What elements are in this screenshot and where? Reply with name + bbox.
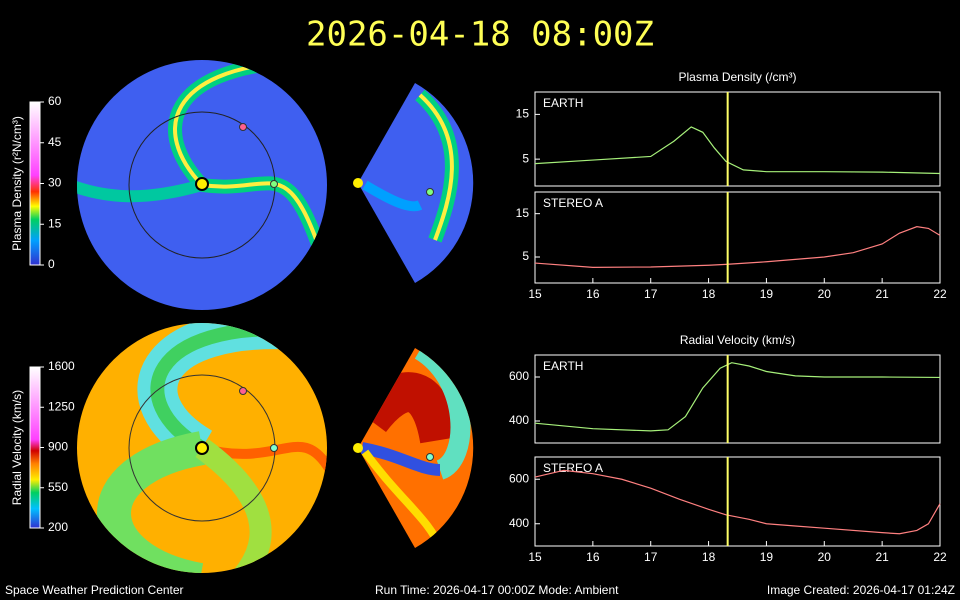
colorbar bbox=[29, 366, 41, 529]
chart-title: Radial Velocity (km/s) bbox=[680, 333, 795, 347]
plot-frame bbox=[534, 354, 941, 444]
velocity-wedge bbox=[358, 348, 474, 548]
legend-label: EARTH bbox=[543, 359, 583, 373]
y-tick-label: 15 bbox=[516, 107, 530, 121]
stereo-a-marker bbox=[239, 123, 247, 131]
sun bbox=[195, 441, 209, 455]
colorbar bbox=[29, 101, 41, 266]
x-tick-label: 21 bbox=[875, 287, 889, 301]
colorbar-tick-label: 0 bbox=[48, 257, 55, 271]
density-wedge bbox=[358, 83, 474, 283]
x-tick-label: 16 bbox=[586, 287, 600, 301]
colorbar-tick-label: 15 bbox=[48, 216, 62, 230]
x-tick-label: 18 bbox=[702, 550, 716, 564]
x-tick-label: 20 bbox=[818, 287, 832, 301]
x-tick-label: 19 bbox=[760, 550, 774, 564]
colorbar-label: Plasma Density (r²N/cm³) bbox=[10, 116, 24, 251]
velocity-disk bbox=[77, 323, 327, 573]
colorbar-tick-label: 1250 bbox=[48, 399, 75, 413]
earth-marker bbox=[270, 444, 278, 452]
x-tick-label: 15 bbox=[528, 287, 542, 301]
plot-frame bbox=[534, 91, 941, 187]
x-tick-label: 15 bbox=[528, 550, 542, 564]
x-tick-label: 17 bbox=[644, 287, 658, 301]
x-tick-label: 21 bbox=[875, 550, 889, 564]
footer-left: Space Weather Prediction Center bbox=[5, 583, 184, 597]
x-tick-label: 22 bbox=[933, 550, 947, 564]
x-tick-label: 16 bbox=[586, 550, 600, 564]
x-tick-label: 18 bbox=[702, 287, 716, 301]
y-tick-label: 15 bbox=[516, 206, 530, 220]
earth-marker bbox=[426, 453, 434, 461]
colorbar-tick-label: 550 bbox=[48, 480, 68, 494]
y-tick-label: 5 bbox=[522, 151, 529, 165]
page-title: 2026-04-18 08:00Z bbox=[306, 15, 654, 55]
sun bbox=[353, 178, 363, 188]
x-tick-label: 17 bbox=[644, 550, 658, 564]
y-tick-label: 5 bbox=[522, 249, 529, 263]
sun bbox=[353, 443, 363, 453]
series-line bbox=[534, 362, 941, 432]
y-tick-label: 400 bbox=[509, 413, 529, 427]
footer-right: Image Created: 2026-04-17 01:24Z bbox=[767, 583, 955, 597]
legend-label: EARTH bbox=[543, 96, 583, 110]
colorbar-tick-label: 30 bbox=[48, 176, 62, 190]
x-tick-label: 20 bbox=[818, 550, 832, 564]
x-tick-label: 19 bbox=[760, 287, 774, 301]
plot-frame bbox=[534, 456, 941, 547]
plot-frame bbox=[534, 191, 941, 284]
colorbar-tick-label: 60 bbox=[48, 94, 62, 108]
y-tick-label: 600 bbox=[509, 369, 529, 383]
footer-center: Run Time: 2026-04-17 00:00Z Mode: Ambien… bbox=[375, 583, 619, 597]
colorbar-tick-label: 200 bbox=[48, 520, 68, 534]
y-tick-label: 600 bbox=[509, 471, 529, 485]
legend-label: STEREO A bbox=[543, 196, 603, 210]
colorbar-tick-label: 900 bbox=[48, 440, 68, 454]
colorbar-tick-label: 1600 bbox=[48, 359, 75, 373]
sun bbox=[195, 177, 209, 191]
series-line bbox=[534, 469, 941, 535]
x-tick-label: 22 bbox=[933, 287, 947, 301]
series-line bbox=[534, 226, 941, 269]
series-line bbox=[534, 126, 941, 175]
stereo-a-marker bbox=[239, 387, 247, 395]
earth-marker bbox=[270, 180, 278, 188]
colorbar-label: Radial Velocity (km/s) bbox=[10, 390, 24, 505]
chart-title: Plasma Density (/cm³) bbox=[678, 70, 796, 84]
colorbar-tick-label: 45 bbox=[48, 135, 62, 149]
y-tick-label: 400 bbox=[509, 516, 529, 530]
earth-marker bbox=[426, 188, 434, 196]
